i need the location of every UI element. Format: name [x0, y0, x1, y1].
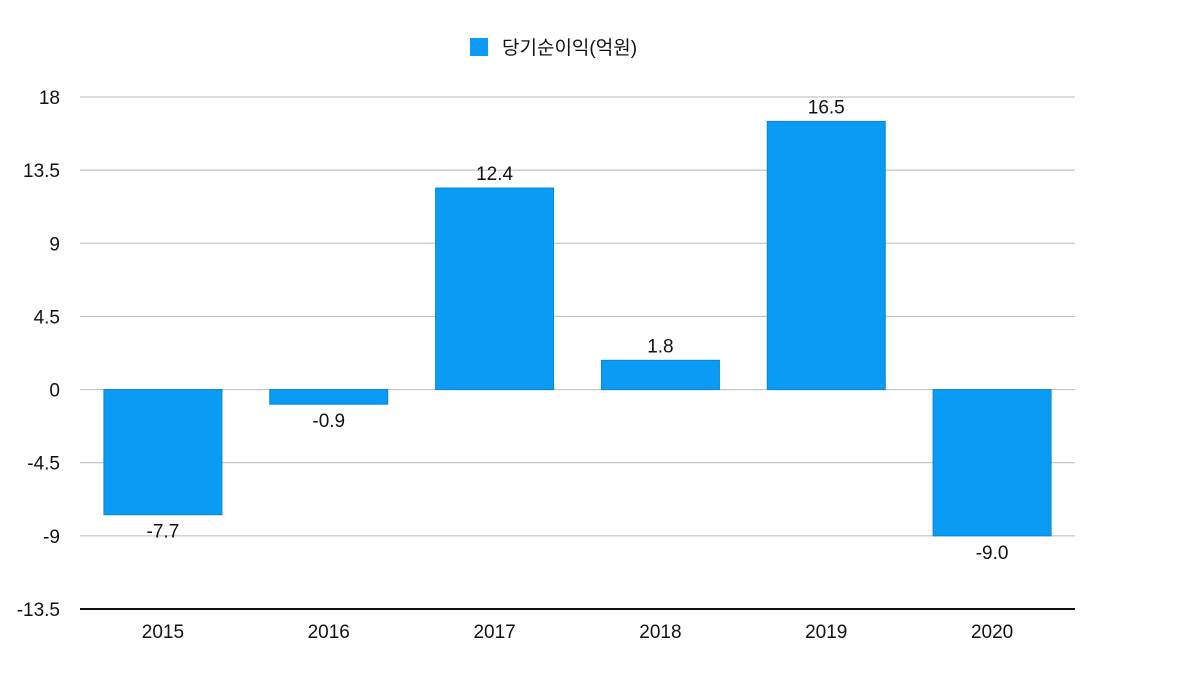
gridlines: [80, 96, 1075, 610]
legend-swatch: [470, 38, 488, 56]
y-axis-tick-labels: 18 13.5 9 4.5 0 -4.5 -9 -13.5: [17, 88, 60, 621]
x-tick-label: 2015: [142, 622, 184, 643]
x-tick-label: 2016: [308, 622, 350, 643]
x-tick-label: 2020: [971, 622, 1013, 643]
data-label-2017: 12.4: [476, 164, 513, 185]
data-label-2020: -9.0: [976, 543, 1009, 564]
x-tick-label: 2019: [805, 622, 847, 643]
data-label-2019: 16.5: [808, 97, 845, 118]
x-axis-tick-labels: 2015 2016 2017 2018 2019 2020: [142, 622, 1013, 643]
y-tick-label: 18: [39, 88, 60, 109]
bar-2017: [435, 187, 555, 391]
bar-2016: [269, 389, 389, 405]
y-tick-label: -9: [43, 527, 60, 548]
bar-2020: [932, 389, 1052, 537]
y-tick-label: 4.5: [34, 307, 60, 328]
data-labels: -7.7 -0.9 12.4 1.8 16.5 -9.0: [147, 97, 1009, 563]
x-tick-label: 2018: [639, 622, 681, 643]
y-tick-label: 9: [49, 234, 60, 255]
bars: [103, 120, 1052, 537]
y-tick-label: -13.5: [17, 600, 60, 621]
bar-2015: [103, 389, 223, 516]
bar-2018: [600, 359, 720, 391]
x-tick-label: 2017: [473, 622, 515, 643]
legend-label: 당기순이익(억원): [502, 37, 637, 59]
data-label-2018: 1.8: [647, 336, 673, 357]
y-tick-label: 0: [49, 381, 60, 402]
data-label-2016: -0.9: [312, 411, 345, 432]
data-label-2015: -7.7: [147, 522, 180, 543]
legend: 당기순이익(억원): [470, 37, 637, 59]
y-tick-label: -4.5: [27, 454, 60, 475]
y-tick-label: 13.5: [23, 161, 60, 182]
bar-2019: [766, 120, 886, 391]
